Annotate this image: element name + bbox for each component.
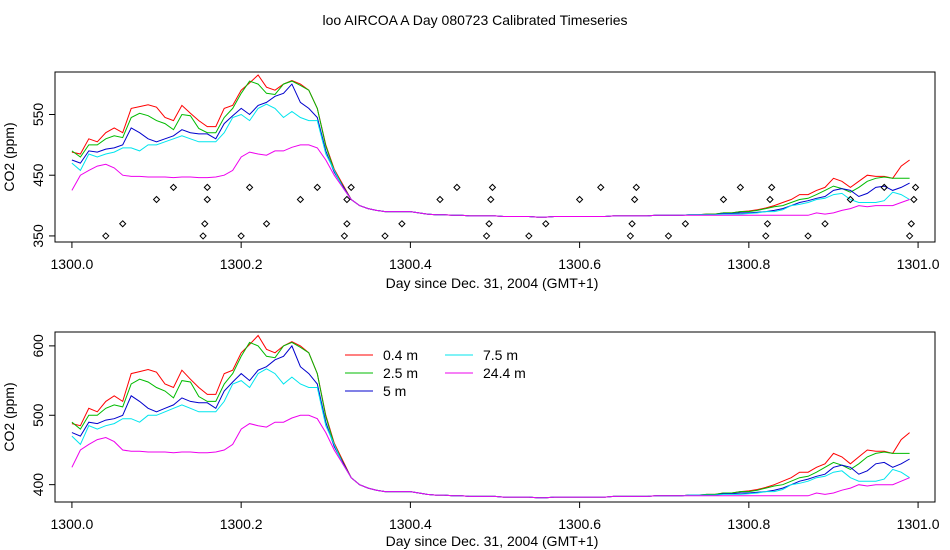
x-tick-label: 1300.2 <box>220 256 263 272</box>
data-marker <box>118 220 127 228</box>
data-marker <box>381 232 389 240</box>
data-marker <box>766 195 774 204</box>
data-marker <box>664 232 673 240</box>
bottom-panel-xlabel: Day since Dec. 31, 2004 (GMT+1) <box>386 533 599 549</box>
y-tick-label: 400 <box>30 473 46 497</box>
bottom-panel: 1300.0 1300.2 1300.4 1300.6 1300.8 1301.0 400 5… <box>1 331 940 549</box>
data-marker <box>340 232 349 240</box>
legend-label: 2.5 m <box>383 365 418 381</box>
x-tick-label: 1301.0 <box>897 516 940 532</box>
data-marker <box>398 220 406 228</box>
data-marker <box>542 220 550 228</box>
data-marker <box>203 183 212 192</box>
data-marker <box>762 232 770 240</box>
legend-label: 0.4 m <box>383 347 418 363</box>
top-panel-markers <box>102 183 920 240</box>
data-marker <box>487 195 495 204</box>
data-marker <box>911 183 920 192</box>
x-tick-label: 1300.0 <box>51 516 94 532</box>
bottom-panel-ylabel: CO2 (ppm) <box>1 382 17 451</box>
top-panel: 1300.0 1300.2 1300.4 1300.6 1300.8 1301.0 350 4… <box>1 71 940 291</box>
x-tick-label: 1300.6 <box>558 256 601 272</box>
data-marker <box>296 195 305 204</box>
data-marker <box>485 220 493 228</box>
data-marker <box>767 183 776 192</box>
data-marker <box>632 183 641 192</box>
x-tick-label: 1300.4 <box>389 256 432 272</box>
y-tick-label: 600 <box>30 334 46 358</box>
series-line-24-4-m <box>71 144 910 218</box>
data-marker <box>237 232 245 240</box>
data-marker <box>169 183 178 192</box>
data-marker <box>846 195 855 204</box>
data-marker <box>102 232 110 240</box>
x-tick-label: 1301.0 <box>897 256 940 272</box>
data-marker <box>245 183 254 192</box>
data-marker <box>525 232 533 240</box>
x-tick-label: 1300.2 <box>220 516 263 532</box>
data-marker <box>482 232 491 240</box>
series-line-0-4-m <box>71 74 910 218</box>
x-tick-label: 1300.4 <box>389 516 432 532</box>
y-tick-label: 550 <box>30 103 46 127</box>
x-tick-label: 1300.6 <box>558 516 601 532</box>
top-panel-plot-frame <box>54 71 936 243</box>
series-line-7-5-m <box>71 368 910 499</box>
data-marker <box>763 220 772 228</box>
data-marker <box>488 183 497 192</box>
data-marker <box>681 220 690 228</box>
legend-label: 24.4 m <box>483 365 526 381</box>
y-tick-label: 350 <box>30 224 46 248</box>
data-marker <box>905 232 914 240</box>
x-tick-label: 1300.8 <box>727 516 770 532</box>
data-marker <box>201 220 209 228</box>
data-marker <box>736 183 745 192</box>
bottom-panel-axes: 1300.0 1300.2 1300.4 1300.6 1300.8 1301.0 400 5… <box>30 334 940 532</box>
legend-label: 7.5 m <box>483 347 518 363</box>
bottom-panel-legend: 0.4 m 2.5 m 5 m 7.5 m 24.4 m <box>345 347 526 399</box>
data-marker <box>880 183 888 192</box>
top-panel-series-lines <box>71 74 910 218</box>
x-tick-label: 1300.8 <box>727 256 770 272</box>
bottom-panel-series-lines <box>71 334 910 499</box>
data-marker <box>907 220 916 228</box>
top-panel-ylabel: CO2 (ppm) <box>1 122 17 191</box>
data-marker <box>343 195 351 204</box>
data-marker <box>821 220 829 228</box>
data-marker <box>575 195 584 204</box>
data-marker <box>347 183 355 192</box>
y-tick-label: 450 <box>30 163 46 187</box>
top-panel-xlabel: Day since Dec. 31, 2004 (GMT+1) <box>386 275 599 291</box>
data-marker <box>343 220 351 228</box>
legend-label: 5 m <box>383 383 406 399</box>
data-marker <box>628 220 636 228</box>
data-marker <box>313 183 322 192</box>
data-marker <box>626 232 635 240</box>
data-marker <box>719 195 728 204</box>
series-line-7-5-m <box>71 103 910 218</box>
data-marker <box>203 195 212 204</box>
data-marker <box>597 183 605 192</box>
data-marker <box>453 183 461 192</box>
y-tick-label: 500 <box>30 403 46 427</box>
data-marker <box>804 232 812 240</box>
data-marker <box>910 195 918 204</box>
figure-title: loo AIRCOA A Day 080723 Calibrated Times… <box>322 12 627 28</box>
data-marker <box>436 195 444 204</box>
top-panel-axes: 1300.0 1300.2 1300.4 1300.6 1300.8 1301.0 350 4… <box>30 103 940 272</box>
data-marker <box>262 220 271 228</box>
series-line-24-4-m <box>71 414 910 499</box>
x-tick-label: 1300.0 <box>51 256 94 272</box>
data-marker <box>630 195 639 204</box>
data-marker <box>199 232 207 240</box>
data-marker <box>152 195 161 204</box>
